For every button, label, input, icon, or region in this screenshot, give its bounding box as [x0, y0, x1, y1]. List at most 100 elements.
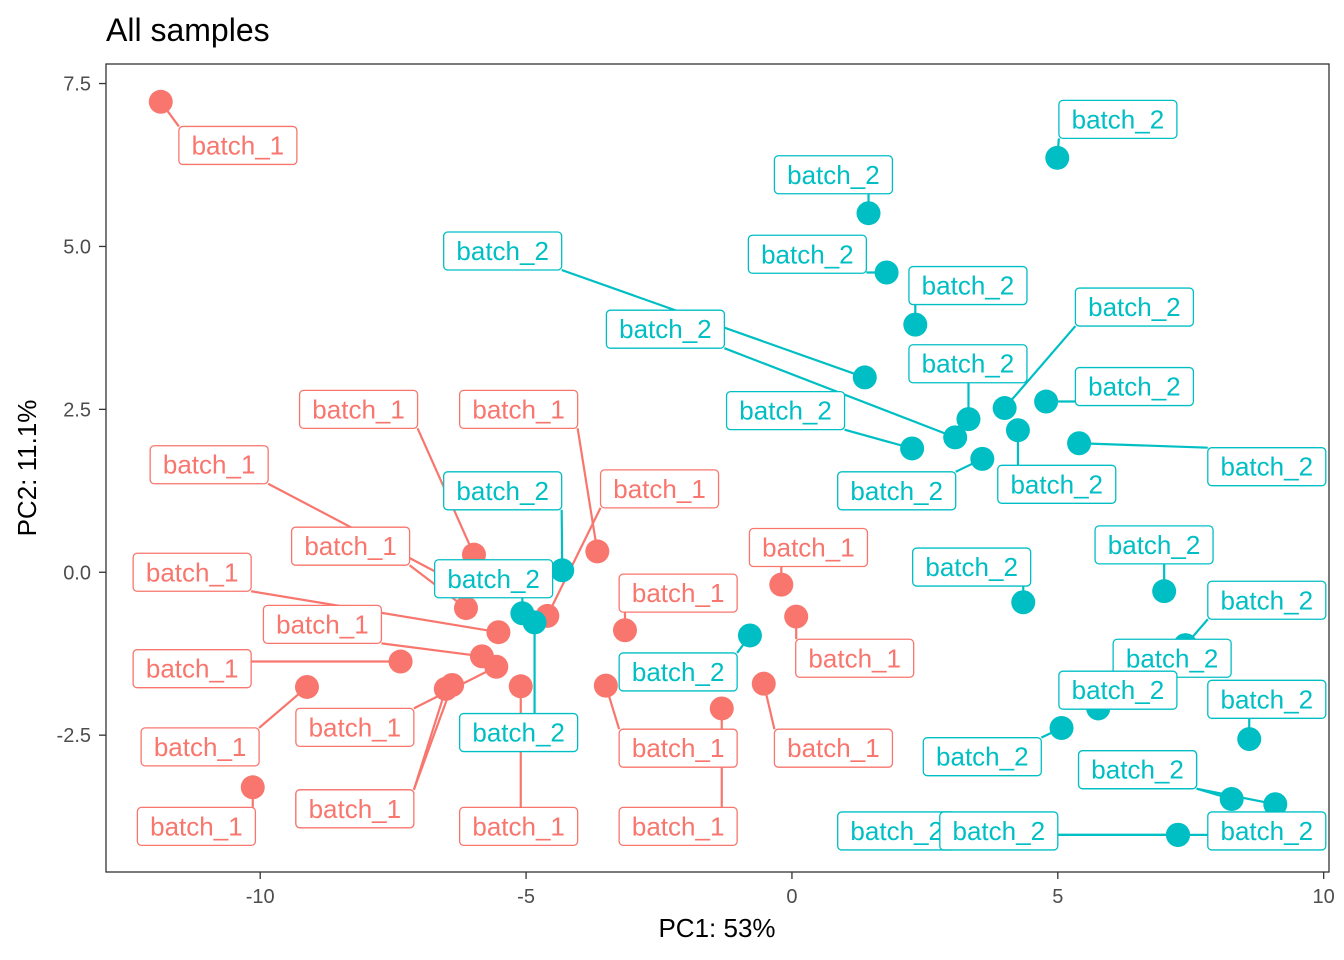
point-label-box	[939, 811, 1059, 851]
point-label: batch_1	[136, 806, 257, 847]
point-label-box	[295, 707, 415, 747]
point-label: batch_1	[262, 604, 383, 645]
data-point	[903, 312, 928, 337]
point-label-text: batch_2	[787, 160, 880, 190]
point-label-box	[1074, 366, 1195, 407]
data-point	[1165, 822, 1190, 847]
point-label-text: batch_1	[163, 450, 256, 480]
point-label: batch_2	[618, 652, 738, 692]
point-label-box	[725, 391, 846, 431]
y-tick-label: -2.5	[57, 725, 91, 747]
point-label: batch_1	[618, 806, 738, 847]
point-label-text: batch_1	[808, 643, 901, 673]
point-label-box	[908, 265, 1028, 306]
data-point	[943, 425, 968, 450]
point-label: batch_2	[773, 155, 894, 195]
label-connector	[381, 642, 483, 658]
data-point	[769, 572, 794, 597]
point-label: batch_1	[618, 728, 738, 768]
y-tick-label: 2.5	[63, 399, 91, 421]
point-label-box	[1074, 287, 1195, 327]
point-label-text: batch_2	[1010, 469, 1103, 499]
point-label-box	[443, 231, 563, 271]
data-point	[1263, 792, 1288, 817]
point-label-box	[1207, 679, 1327, 719]
data-point	[486, 620, 511, 645]
point-label-text: batch_1	[146, 654, 239, 684]
point-label-box	[443, 471, 563, 511]
data-point	[388, 649, 413, 674]
point-label: batch_2	[922, 737, 1042, 777]
y-tick-label: 5.0	[63, 236, 91, 258]
point-label-box	[618, 573, 738, 613]
point-label-text: batch_2	[619, 314, 712, 344]
data-point	[1034, 389, 1059, 414]
data-point	[856, 201, 881, 226]
point-label: batch_2	[997, 464, 1117, 504]
data-point	[737, 623, 762, 648]
data-point	[751, 671, 776, 696]
data-point	[593, 673, 618, 698]
point-label-box	[837, 471, 957, 511]
point-label: batch_2	[1058, 670, 1178, 710]
point-label-text: batch_2	[1088, 372, 1181, 402]
y-axis-title: PC2: 11.1%	[12, 400, 42, 537]
point-label-box	[136, 806, 257, 847]
point-label-text: batch_1	[154, 732, 247, 762]
point-label-box	[605, 309, 726, 349]
point-label: batch_1	[140, 727, 260, 767]
point-label: batch_1	[773, 728, 894, 768]
x-axis: -10 -5 0 5 10	[246, 872, 1335, 908]
data-point	[294, 674, 319, 699]
data-point	[148, 89, 173, 114]
point-label-box	[747, 234, 868, 274]
point-label: batch_2	[837, 811, 957, 851]
data-point	[874, 260, 899, 285]
data-point	[1237, 727, 1262, 752]
point-label: batch_1	[290, 526, 411, 566]
point-label-box	[908, 344, 1028, 384]
point-label-box	[262, 604, 383, 645]
point-label-box	[1207, 811, 1327, 851]
point-label-text: batch_1	[309, 794, 402, 824]
data-point	[453, 596, 478, 621]
point-label: batch_1	[618, 573, 738, 613]
point-label-text: batch_2	[1088, 292, 1181, 322]
point-label: batch_2	[939, 811, 1059, 851]
point-label: batch_1	[748, 527, 869, 568]
point-label-text: batch_1	[472, 394, 565, 424]
x-tick-label: 0	[786, 886, 797, 908]
point-label-box	[433, 559, 554, 599]
data-point	[956, 407, 981, 432]
point-label-box	[599, 469, 720, 509]
point-label: batch_2	[1074, 287, 1195, 327]
point-label-box	[618, 728, 738, 768]
y-tick-label: 0.0	[63, 562, 91, 584]
label-connector	[1079, 442, 1208, 449]
point-label: batch_1	[149, 445, 269, 485]
point-label-text: batch_2	[1221, 452, 1314, 482]
point-label-text: batch_1	[276, 609, 369, 639]
point-label-box	[748, 527, 869, 568]
data-point	[522, 610, 547, 635]
label-connector	[412, 684, 454, 791]
point-label-box	[922, 737, 1042, 777]
point-label: batch_2	[1207, 679, 1327, 719]
point-label: batch_2	[605, 309, 726, 349]
point-label-text: batch_2	[761, 239, 854, 269]
data-point	[440, 672, 465, 697]
point-label-text: batch_1	[613, 474, 706, 504]
point-label: batch_2	[1094, 525, 1214, 565]
point-label: batch_1	[458, 389, 579, 430]
point-label: batch_2	[1058, 99, 1178, 140]
point-label: batch_2	[908, 344, 1028, 384]
point-label-text: batch_1	[312, 394, 405, 424]
point-label-text: batch_2	[1091, 755, 1184, 785]
x-axis-title: PC1: 53%	[658, 913, 775, 943]
point-label-text: batch_2	[953, 816, 1046, 846]
point-label-text: batch_1	[632, 733, 725, 763]
point-label: batch_1	[458, 806, 579, 847]
point-label-box	[298, 389, 419, 430]
point-label: batch_1	[298, 389, 419, 430]
